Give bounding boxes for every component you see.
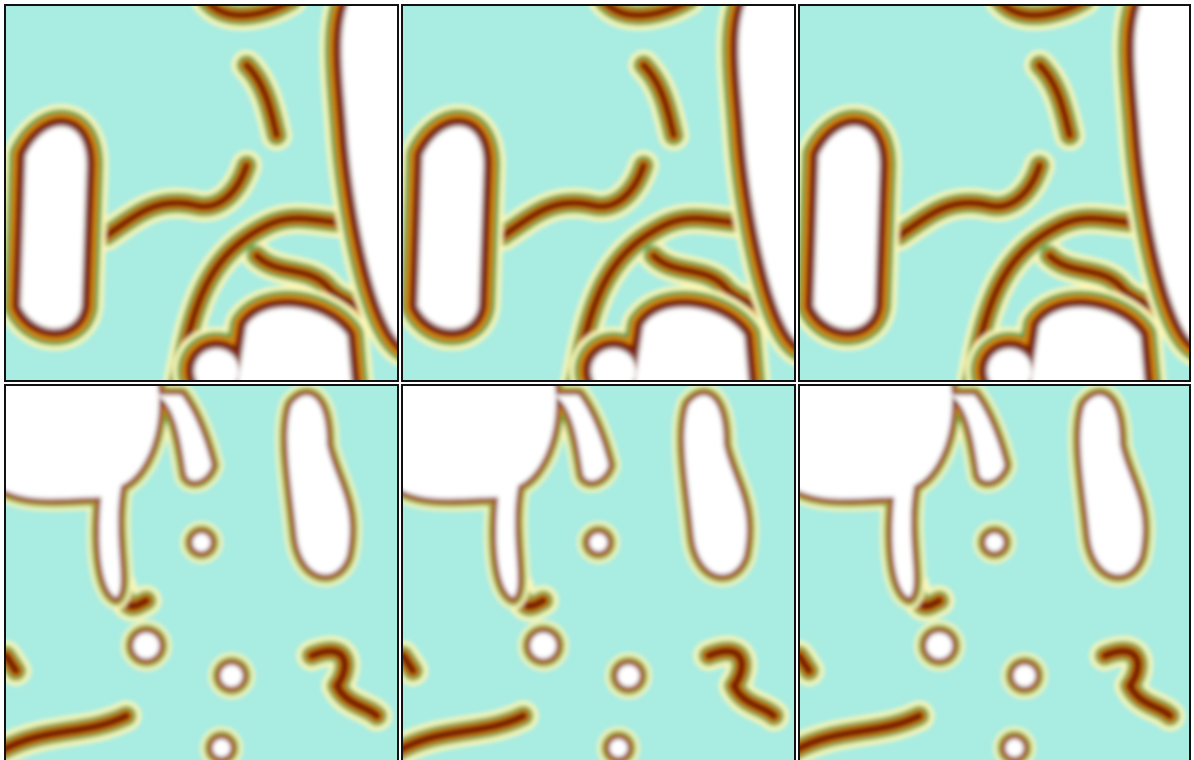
image-grid <box>0 0 1194 760</box>
map-panel <box>403 0 804 396</box>
page <box>0 0 1194 760</box>
map-panel <box>789 375 1190 760</box>
map-panel <box>393 375 794 760</box>
map-panel <box>0 375 397 760</box>
map-panel <box>799 0 1194 396</box>
map-panel <box>6 0 407 396</box>
